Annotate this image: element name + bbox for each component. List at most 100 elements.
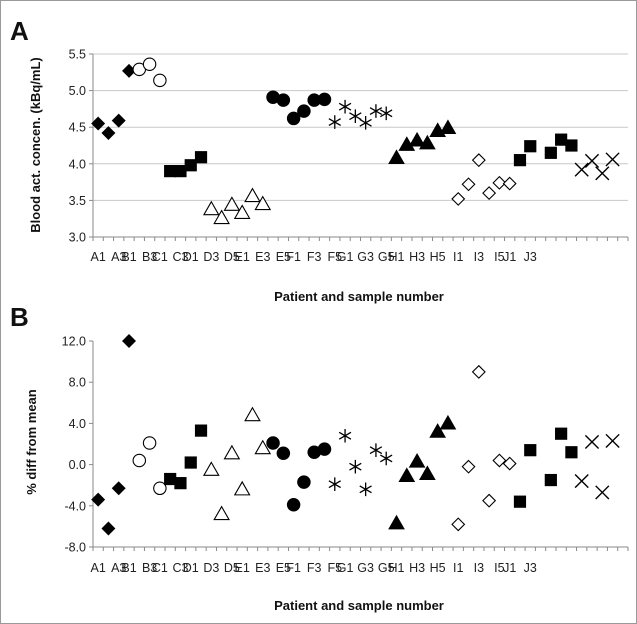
data-point-a2 xyxy=(101,521,116,536)
data-point-47 xyxy=(574,162,589,177)
x-tick-label: I1 xyxy=(453,250,463,264)
panel-a-label: A xyxy=(10,16,29,46)
x-tick-label: I5 xyxy=(494,561,504,575)
panel-a-y-ticks: 3.0 3.5 4.0 4.5 5.0 5.5 xyxy=(69,48,86,245)
data-point-g1 xyxy=(338,99,352,114)
data-point-b1 xyxy=(122,334,136,348)
panel-a-gridlines xyxy=(93,53,628,201)
x-tick-label: G5 xyxy=(378,250,395,264)
data-point-i1 xyxy=(439,414,457,430)
data-point-c1 xyxy=(153,73,167,88)
data-point-d5 xyxy=(223,444,241,460)
panel-a-x-axis-label: Patient and sample number xyxy=(274,289,444,304)
data-point-a2 xyxy=(101,126,116,141)
x-tick-label: G5 xyxy=(378,561,395,575)
panel-b-y-axis-label: % diff from mean xyxy=(24,389,39,495)
data-point-b2 xyxy=(132,453,147,468)
data-point-b3 xyxy=(142,436,157,450)
y-tick-label: 0.0 xyxy=(69,458,86,472)
x-tick-label: I5 xyxy=(494,250,504,264)
data-point-e3 xyxy=(254,195,272,211)
panel-b-axes xyxy=(89,340,629,551)
data-point-d4 xyxy=(213,209,230,225)
y-tick-label: 5.5 xyxy=(69,48,86,62)
data-point-50 xyxy=(605,152,620,167)
data-point-a3 xyxy=(111,113,126,128)
data-point-g2 xyxy=(349,109,362,124)
data-point-d3 xyxy=(202,200,220,216)
data-point-i2 xyxy=(451,517,466,532)
data-point-g3 xyxy=(359,482,372,497)
data-point-i1 xyxy=(439,119,457,135)
x-tick-label: A3 xyxy=(111,561,126,575)
y-tick-label: 4.5 xyxy=(69,121,86,135)
data-point-h3 xyxy=(408,453,426,468)
x-tick-label: D1 xyxy=(183,250,199,264)
data-point-i2 xyxy=(451,191,466,206)
data-point-f1 xyxy=(286,111,301,126)
data-point-49 xyxy=(595,166,610,181)
data-point-f5 xyxy=(328,115,341,129)
data-point-h4 xyxy=(419,134,436,150)
data-point-d3 xyxy=(202,461,220,476)
data-point-g1 xyxy=(338,428,352,443)
x-tick-label: I1 xyxy=(453,561,463,575)
data-point-i3 xyxy=(461,459,476,474)
x-tick-label: A3 xyxy=(111,250,126,264)
data-point-c1 xyxy=(153,481,167,496)
data-point-j2 xyxy=(502,176,517,191)
x-tick-label: E5 xyxy=(276,561,291,575)
data-point-e1 xyxy=(233,480,251,496)
panel-b: B % diff from mean Patient and sample nu… xyxy=(10,302,629,613)
data-point-f2 xyxy=(297,475,311,489)
data-point-h3 xyxy=(408,131,426,147)
y-tick-label: 4.0 xyxy=(69,417,86,431)
panel-a-markers xyxy=(91,57,620,225)
y-tick-label: -4.0 xyxy=(64,499,86,513)
x-tick-label: H1 xyxy=(389,561,405,575)
x-tick-label: F1 xyxy=(286,561,301,575)
x-tick-label: C1 xyxy=(152,561,168,575)
data-point-f2 xyxy=(297,104,311,118)
data-point-42 xyxy=(524,444,537,457)
data-point-e5 xyxy=(276,446,291,461)
x-tick-label: F1 xyxy=(286,250,301,264)
panel-a-y-axis-label: Blood act. concen. (kBq/mL) xyxy=(28,57,43,233)
data-point-j3 xyxy=(513,154,527,167)
x-tick-label: B3 xyxy=(142,250,157,264)
data-point-h2 xyxy=(398,467,416,483)
x-tick-label: B1 xyxy=(121,561,136,575)
data-point-j2 xyxy=(502,456,517,471)
data-point-c2 xyxy=(164,165,177,178)
x-tick-label: F3 xyxy=(307,250,322,264)
y-tick-label: 5.0 xyxy=(69,84,86,98)
data-point-48 xyxy=(584,434,600,450)
x-tick-label: J3 xyxy=(524,561,537,575)
data-point-d5 xyxy=(223,196,241,211)
data-point-g3 xyxy=(359,116,372,130)
data-point-e2 xyxy=(244,406,261,422)
x-tick-label: H5 xyxy=(430,561,446,575)
data-point-f4 xyxy=(317,442,332,456)
panel-b-markers xyxy=(91,334,620,536)
panel-a-axes xyxy=(89,53,629,241)
x-tick-label: F3 xyxy=(307,561,322,575)
data-point-a3 xyxy=(111,481,126,496)
data-point-50 xyxy=(605,433,620,449)
x-tick-label: B1 xyxy=(121,250,136,264)
data-point-f5 xyxy=(328,477,341,491)
x-tick-label: I3 xyxy=(474,250,484,264)
data-point-i5 xyxy=(482,186,497,201)
x-tick-label: E3 xyxy=(255,561,270,575)
x-tick-label: H5 xyxy=(430,250,446,264)
x-tick-label: G3 xyxy=(357,561,374,575)
data-point-i4 xyxy=(471,153,486,168)
data-point-a1 xyxy=(91,116,106,131)
x-tick-label: I3 xyxy=(474,561,484,575)
x-tick-label: H3 xyxy=(409,250,425,264)
panel-a: A Blood act. concen. (kBq/mL) Patient an… xyxy=(10,16,629,304)
y-tick-label: -8.0 xyxy=(64,541,86,555)
x-tick-label: G1 xyxy=(337,561,354,575)
data-point-g5 xyxy=(380,106,393,121)
